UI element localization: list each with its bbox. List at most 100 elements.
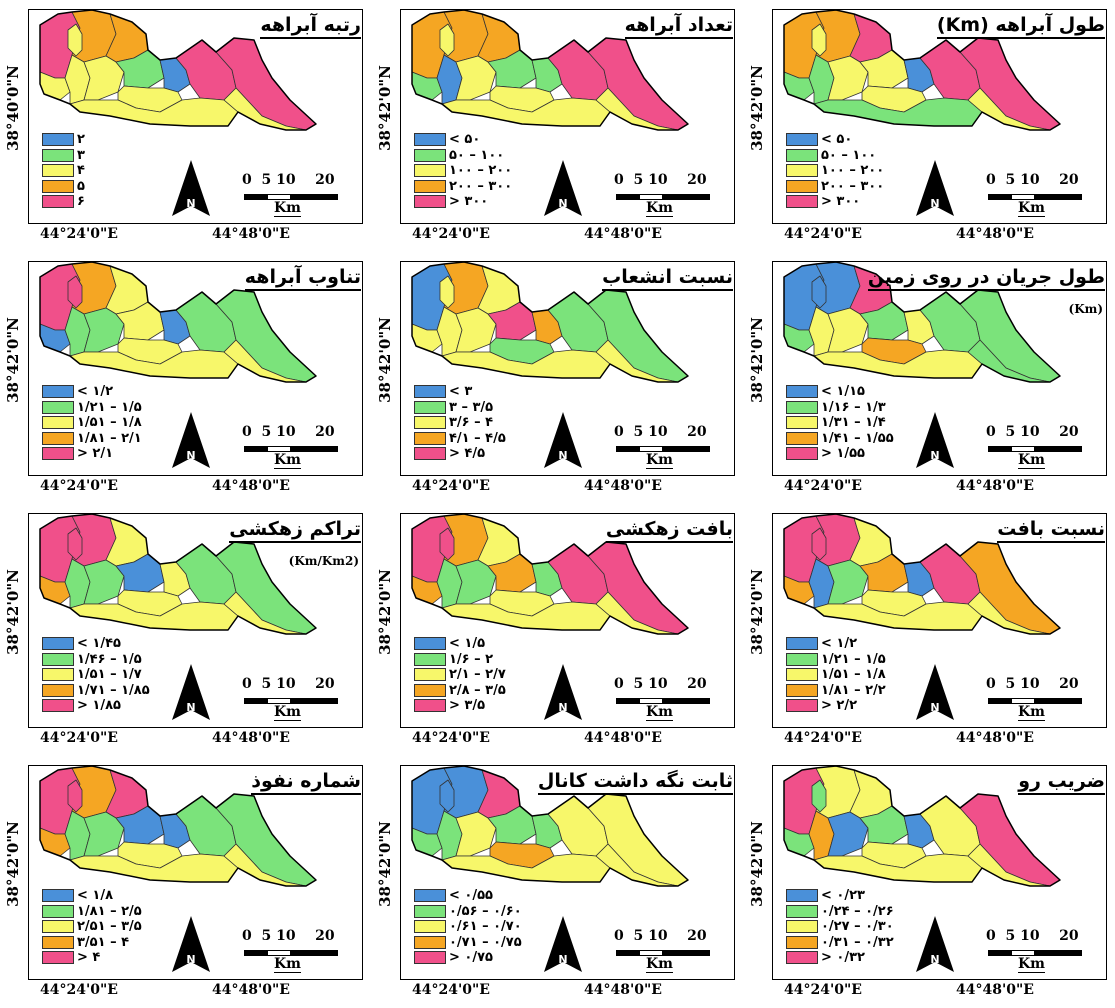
scale-unit: Km (1018, 956, 1045, 973)
map-title: تراکم زهکشی (229, 518, 361, 543)
latitude-label-wrap: 38°42'0"N (374, 28, 396, 188)
legend-entry: ۵۰ – ۱۰۰ (414, 148, 512, 164)
legend-label: > ۱/۵۵ (821, 446, 865, 462)
legend-entry: ۰/۲۷ – ۰/۳۰ (786, 919, 894, 935)
watershed-map (411, 9, 689, 131)
map-panel: 38°42'0"N طول جریان در روی زمین (Km) < ۱/۱۵… (744, 252, 1115, 504)
legend-swatch (42, 668, 74, 682)
watershed-map (39, 261, 317, 383)
map-title: تناوب آبراهه (244, 266, 361, 291)
legend-swatch (414, 637, 446, 651)
latitude-label-wrap: 38°42'0"N (2, 532, 24, 692)
map-panel: 38°42'0"N شماره نفوذ < ۱/۸ ۱/۸۱ – ۲/۵ ۲/۵۱ –… (0, 756, 371, 1008)
map-title: ثابت نگه داشت کانال (537, 770, 733, 795)
longitude-label-right: 44°48'0"E (212, 478, 290, 494)
sub-basin (811, 527, 827, 561)
latitude-label: 38°42'0"N (748, 821, 766, 907)
map-panel: 38°42'0"N تعداد آبراهه < ۵۰ ۵۰ – ۱۰۰ ۱۰۰ – ۲… (372, 0, 743, 252)
scale-numbers: 0 5 10 20 (986, 676, 1079, 692)
legend-swatch (786, 699, 818, 713)
legend-label: ۱/۵۱ – ۱/۸ (821, 667, 886, 683)
legend-swatch (786, 416, 818, 430)
north-arrow-icon: N (916, 916, 954, 972)
svg-text:N: N (186, 953, 195, 966)
legend-entry: ۴/۱ – ۴/۵ (414, 431, 506, 447)
longitude-label-right: 44°48'0"E (956, 730, 1034, 746)
scale-bar: 0 5 10 20 Km (242, 676, 342, 721)
legend-label: > ۴ (77, 950, 101, 966)
legend-entry: ۶ (42, 194, 85, 210)
basin-outline (783, 9, 1061, 131)
legend-label: ۱/۸۱ – ۲/۱ (77, 430, 142, 446)
sub-basin (439, 23, 455, 57)
sub-basin (67, 779, 83, 813)
scale-bar: 0 5 10 20 Km (242, 172, 342, 217)
map-legend: < ۵۰ ۵۰ – ۱۰۰ ۱۰۰ – ۲۰۰ ۲۰۰ – ۳۰۰ > ۳۰۰ (786, 132, 884, 210)
scale-unit: Km (646, 704, 673, 721)
longitude-label-right: 44°48'0"E (956, 478, 1034, 494)
watershed-map (39, 9, 317, 131)
legend-label: > ۰/۷۵ (449, 950, 493, 966)
legend-swatch (42, 904, 74, 918)
legend-swatch (42, 652, 74, 666)
legend-label: < ۱/۴۵ (77, 636, 121, 652)
basin-outline (411, 9, 689, 131)
svg-text:N: N (558, 449, 567, 462)
sub-basin (811, 275, 827, 309)
north-arrow-icon: N (172, 664, 210, 720)
longitude-label-left: 44°24'0"E (40, 478, 118, 494)
north-arrow-icon: N (916, 160, 954, 216)
legend-swatch (42, 920, 74, 934)
legend-swatch (42, 699, 74, 713)
map-title: نسبت بافت (997, 518, 1105, 543)
scale-numbers: 0 5 10 20 (986, 424, 1079, 440)
legend-entry: ۱/۸۱ – ۲/۱ (42, 431, 142, 447)
legend-label: ۱/۱۶ – ۱/۳ (821, 399, 886, 415)
legend-swatch (42, 951, 74, 965)
legend-label: < ۱/۵ (449, 636, 486, 652)
longitude-label-left: 44°24'0"E (784, 730, 862, 746)
longitude-label-right: 44°48'0"E (584, 730, 662, 746)
scale-unit: Km (1018, 200, 1045, 217)
legend-label: ۰/۲۴ – ۰/۲۶ (821, 903, 894, 919)
legend-label: ۱/۴۶ – ۱/۵ (77, 651, 142, 667)
legend-entry: ۰/۶۱ – ۰/۷۰ (414, 919, 522, 935)
basin-outline (411, 513, 689, 635)
legend-label: > ۲/۱ (77, 446, 114, 462)
sub-basin (67, 527, 83, 561)
svg-text:N: N (186, 701, 195, 714)
scale-unit: Km (646, 200, 673, 217)
scale-numbers: 0 5 10 20 (986, 928, 1079, 944)
legend-entry: ۲۰۰ – ۳۰۰ (414, 179, 512, 195)
legend-label: ۳ – ۳/۵ (449, 399, 494, 415)
north-arrow-icon: N (172, 412, 210, 468)
longitude-label-left: 44°24'0"E (412, 730, 490, 746)
legend-entry: < ۱/۸ (42, 888, 142, 904)
map-title: ضریب رو (1018, 770, 1105, 795)
legend-entry: > ۳/۵ (414, 698, 506, 714)
longitude-label-left: 44°24'0"E (412, 478, 490, 494)
watershed-map (411, 765, 689, 887)
sub-basin (439, 527, 455, 561)
legend-entry: ۱/۳۱ – ۱/۴ (786, 415, 894, 431)
latitude-label: 38°42'0"N (748, 65, 766, 151)
legend-swatch (786, 133, 818, 147)
legend-swatch (42, 416, 74, 430)
scale-numbers: 0 5 10 20 (614, 676, 707, 692)
legend-label: ۱/۲۱ – ۱/۵ (821, 651, 886, 667)
map-legend: < ۰/۲۳ ۰/۲۴ – ۰/۲۶ ۰/۲۷ – ۰/۳۰ ۰/۳۱ – ۰/۳۲ >… (786, 888, 894, 966)
watershed-map (783, 9, 1061, 131)
basin-outline (783, 765, 1061, 887)
map-title: شماره نفوذ (251, 770, 361, 795)
legend-entry: < ۰/۵۵ (414, 888, 522, 904)
legend-label: ۵۰ – ۱۰۰ (821, 147, 877, 163)
latitude-label-wrap: 38°42'0"N (746, 280, 768, 440)
map-subtitle: (Km) (1068, 302, 1103, 316)
scale-numbers: 0 5 10 20 (986, 172, 1079, 188)
latitude-label: 38°42'0"N (748, 317, 766, 403)
longitude-label-right: 44°48'0"E (584, 982, 662, 998)
legend-label: ۶ (77, 194, 85, 210)
legend-label: < ۱/۱۵ (821, 384, 865, 400)
